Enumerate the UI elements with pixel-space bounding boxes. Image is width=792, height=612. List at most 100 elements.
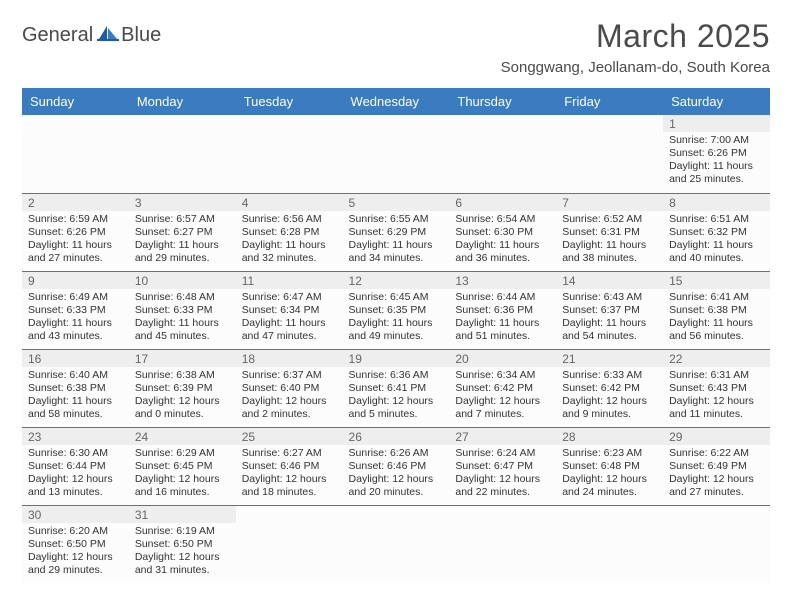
day-info: Sunrise: 6:51 AMSunset: 6:32 PMDaylight:… xyxy=(669,213,764,266)
calendar-day-cell: 10Sunrise: 6:48 AMSunset: 6:33 PMDayligh… xyxy=(129,271,236,349)
weekday-header: Sunday xyxy=(22,88,129,115)
calendar-week-row: ......1Sunrise: 7:00 AMSunset: 6:26 PMDa… xyxy=(22,115,770,193)
sunset-text: Sunset: 6:26 PM xyxy=(28,226,123,239)
calendar-body: ......1Sunrise: 7:00 AMSunset: 6:26 PMDa… xyxy=(22,115,770,583)
calendar-day-cell: 5Sunrise: 6:55 AMSunset: 6:29 PMDaylight… xyxy=(343,193,450,271)
day-info: Sunrise: 6:41 AMSunset: 6:38 PMDaylight:… xyxy=(669,291,764,344)
calendar-day-cell: 19Sunrise: 6:36 AMSunset: 6:41 PMDayligh… xyxy=(343,349,450,427)
day-number: 21 xyxy=(556,350,663,367)
sunrise-text: Sunrise: 6:54 AM xyxy=(455,213,550,226)
day-number: 17 xyxy=(129,350,236,367)
day-number: 31 xyxy=(129,506,236,523)
sunset-text: Sunset: 6:40 PM xyxy=(242,382,337,395)
calendar-day-cell: 16Sunrise: 6:40 AMSunset: 6:38 PMDayligh… xyxy=(22,349,129,427)
daylight-text: Daylight: 11 hours and 51 minutes. xyxy=(455,317,550,343)
day-info: Sunrise: 6:27 AMSunset: 6:46 PMDaylight:… xyxy=(242,447,337,500)
daylight-text: Daylight: 12 hours and 13 minutes. xyxy=(28,473,123,499)
calendar-week-row: 30Sunrise: 6:20 AMSunset: 6:50 PMDayligh… xyxy=(22,505,770,583)
daylight-text: Daylight: 12 hours and 9 minutes. xyxy=(562,395,657,421)
weekday-header: Tuesday xyxy=(236,88,343,115)
sunset-text: Sunset: 6:28 PM xyxy=(242,226,337,239)
weekday-header: Thursday xyxy=(449,88,556,115)
day-info: Sunrise: 6:48 AMSunset: 6:33 PMDaylight:… xyxy=(135,291,230,344)
day-number: 12 xyxy=(343,272,450,289)
day-number: 27 xyxy=(449,428,556,445)
day-info: Sunrise: 6:34 AMSunset: 6:42 PMDaylight:… xyxy=(455,369,550,422)
calendar-day-cell: 25 Sunrise: 6:27 AMSunset: 6:46 PMDayligh… xyxy=(236,427,343,505)
calendar-day-cell: 27 Sunrise: 6:24 AMSunset: 6:47 PMDayligh… xyxy=(449,427,556,505)
sunrise-text: Sunrise: 6:27 AM xyxy=(242,447,337,460)
calendar-day-cell: . xyxy=(343,505,450,583)
brand-name-2: Blue xyxy=(121,24,161,47)
calendar-day-cell: 21Sunrise: 6:33 AMSunset: 6:42 PMDayligh… xyxy=(556,349,663,427)
calendar-day-cell: 17Sunrise: 6:38 AMSunset: 6:39 PMDayligh… xyxy=(129,349,236,427)
sunrise-text: Sunrise: 7:00 AM xyxy=(669,134,764,147)
calendar-week-row: 16Sunrise: 6:40 AMSunset: 6:38 PMDayligh… xyxy=(22,349,770,427)
sunrise-text: Sunrise: 6:38 AM xyxy=(135,369,230,382)
day-info: Sunrise: 6:40 AMSunset: 6:38 PMDaylight:… xyxy=(28,369,123,422)
day-info: Sunrise: 6:56 AMSunset: 6:28 PMDaylight:… xyxy=(242,213,337,266)
daylight-text: Daylight: 11 hours and 40 minutes. xyxy=(669,239,764,265)
sunset-text: Sunset: 6:35 PM xyxy=(349,304,444,317)
daylight-text: Daylight: 12 hours and 22 minutes. xyxy=(455,473,550,499)
sunrise-text: Sunrise: 6:29 AM xyxy=(135,447,230,460)
day-number: 7 xyxy=(556,194,663,211)
sunrise-text: Sunrise: 6:44 AM xyxy=(455,291,550,304)
calendar-day-cell: . xyxy=(556,115,663,193)
sunset-text: Sunset: 6:32 PM xyxy=(669,226,764,239)
day-info: Sunrise: 6:57 AMSunset: 6:27 PMDaylight:… xyxy=(135,213,230,266)
sunrise-text: Sunrise: 6:26 AM xyxy=(349,447,444,460)
daylight-text: Daylight: 12 hours and 31 minutes. xyxy=(135,551,230,577)
calendar-day-cell: 4Sunrise: 6:56 AMSunset: 6:28 PMDaylight… xyxy=(236,193,343,271)
day-number: 30 xyxy=(22,506,129,523)
calendar-day-cell: 30Sunrise: 6:20 AMSunset: 6:50 PMDayligh… xyxy=(22,505,129,583)
sunset-text: Sunset: 6:50 PM xyxy=(135,538,230,551)
sunrise-text: Sunrise: 6:45 AM xyxy=(349,291,444,304)
sunrise-text: Sunrise: 6:30 AM xyxy=(28,447,123,460)
sail-icon xyxy=(97,24,119,47)
sunrise-text: Sunrise: 6:23 AM xyxy=(562,447,657,460)
weekday-header: Monday xyxy=(129,88,236,115)
day-number: 3 xyxy=(129,194,236,211)
daylight-text: Daylight: 12 hours and 11 minutes. xyxy=(669,395,764,421)
location-text: Songgwang, Jeollanam-do, South Korea xyxy=(501,59,770,76)
sunrise-text: Sunrise: 6:43 AM xyxy=(562,291,657,304)
sunset-text: Sunset: 6:27 PM xyxy=(135,226,230,239)
daylight-text: Daylight: 12 hours and 16 minutes. xyxy=(135,473,230,499)
sunset-text: Sunset: 6:31 PM xyxy=(562,226,657,239)
sunrise-text: Sunrise: 6:31 AM xyxy=(669,369,764,382)
month-title: March 2025 xyxy=(501,18,770,55)
daylight-text: Daylight: 12 hours and 5 minutes. xyxy=(349,395,444,421)
day-number: 26 xyxy=(343,428,450,445)
brand-name-1: General xyxy=(22,24,93,47)
day-number: 29 xyxy=(663,428,770,445)
calendar-day-cell: . xyxy=(449,505,556,583)
day-number: 25 xyxy=(236,428,343,445)
sunset-text: Sunset: 6:39 PM xyxy=(135,382,230,395)
sunset-text: Sunset: 6:49 PM xyxy=(669,460,764,473)
day-number: 19 xyxy=(343,350,450,367)
sunset-text: Sunset: 6:50 PM xyxy=(28,538,123,551)
daylight-text: Daylight: 11 hours and 49 minutes. xyxy=(349,317,444,343)
daylight-text: Daylight: 11 hours and 32 minutes. xyxy=(242,239,337,265)
day-info: Sunrise: 6:55 AMSunset: 6:29 PMDaylight:… xyxy=(349,213,444,266)
sunset-text: Sunset: 6:41 PM xyxy=(349,382,444,395)
daylight-text: Daylight: 11 hours and 25 minutes. xyxy=(669,160,764,186)
sunset-text: Sunset: 6:37 PM xyxy=(562,304,657,317)
day-info: Sunrise: 6:24 AMSunset: 6:47 PMDaylight:… xyxy=(455,447,550,500)
calendar-day-cell: 18Sunrise: 6:37 AMSunset: 6:40 PMDayligh… xyxy=(236,349,343,427)
calendar-table: Sunday Monday Tuesday Wednesday Thursday… xyxy=(22,88,770,583)
sunrise-text: Sunrise: 6:40 AM xyxy=(28,369,123,382)
calendar-day-cell: 9Sunrise: 6:49 AMSunset: 6:33 PMDaylight… xyxy=(22,271,129,349)
calendar-day-cell: 8 Sunrise: 6:51 AMSunset: 6:32 PMDaylight… xyxy=(663,193,770,271)
day-number: 28 xyxy=(556,428,663,445)
day-number: 8 xyxy=(663,194,770,211)
calendar-day-cell: . xyxy=(449,115,556,193)
daylight-text: Daylight: 12 hours and 27 minutes. xyxy=(669,473,764,499)
day-number: 24 xyxy=(129,428,236,445)
day-info: Sunrise: 6:31 AMSunset: 6:43 PMDaylight:… xyxy=(669,369,764,422)
calendar-day-cell: 2Sunrise: 6:59 AMSunset: 6:26 PMDaylight… xyxy=(22,193,129,271)
sunrise-text: Sunrise: 6:55 AM xyxy=(349,213,444,226)
calendar-day-cell: 24Sunrise: 6:29 AMSunset: 6:45 PMDayligh… xyxy=(129,427,236,505)
calendar-day-cell: 28Sunrise: 6:23 AMSunset: 6:48 PMDayligh… xyxy=(556,427,663,505)
